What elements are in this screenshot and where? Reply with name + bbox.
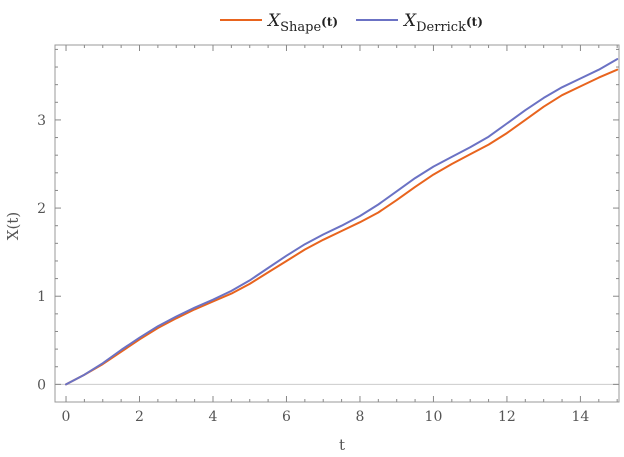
- legend-entry-derrick: XDerrick(t): [402, 11, 483, 35]
- y-tick-label: 3: [37, 113, 46, 129]
- x-tick-label: 12: [498, 409, 516, 425]
- y-axis-label: X(t): [4, 212, 22, 240]
- x-tick-label: 0: [62, 409, 71, 425]
- x-tick-label: 4: [209, 409, 218, 425]
- x-tick-label: 6: [282, 409, 291, 425]
- y-tick-label: 2: [37, 201, 46, 217]
- series-line-shape: [65, 68, 619, 386]
- y-tick-label: 0: [37, 377, 46, 393]
- series-line-derrick: [65, 58, 619, 386]
- x-tick-label: 14: [572, 409, 590, 425]
- x-tick-label: 8: [356, 409, 365, 425]
- y-tick-label: 1: [37, 289, 46, 305]
- x-tick-label: 10: [425, 409, 443, 425]
- legend: XShape(t) XDerrick(t): [220, 11, 483, 35]
- legend-entry-shape: XShape(t): [266, 11, 338, 35]
- x-tick-label: 2: [135, 409, 144, 425]
- x-axis-label: t: [339, 436, 345, 454]
- plot-frame: [54, 44, 620, 403]
